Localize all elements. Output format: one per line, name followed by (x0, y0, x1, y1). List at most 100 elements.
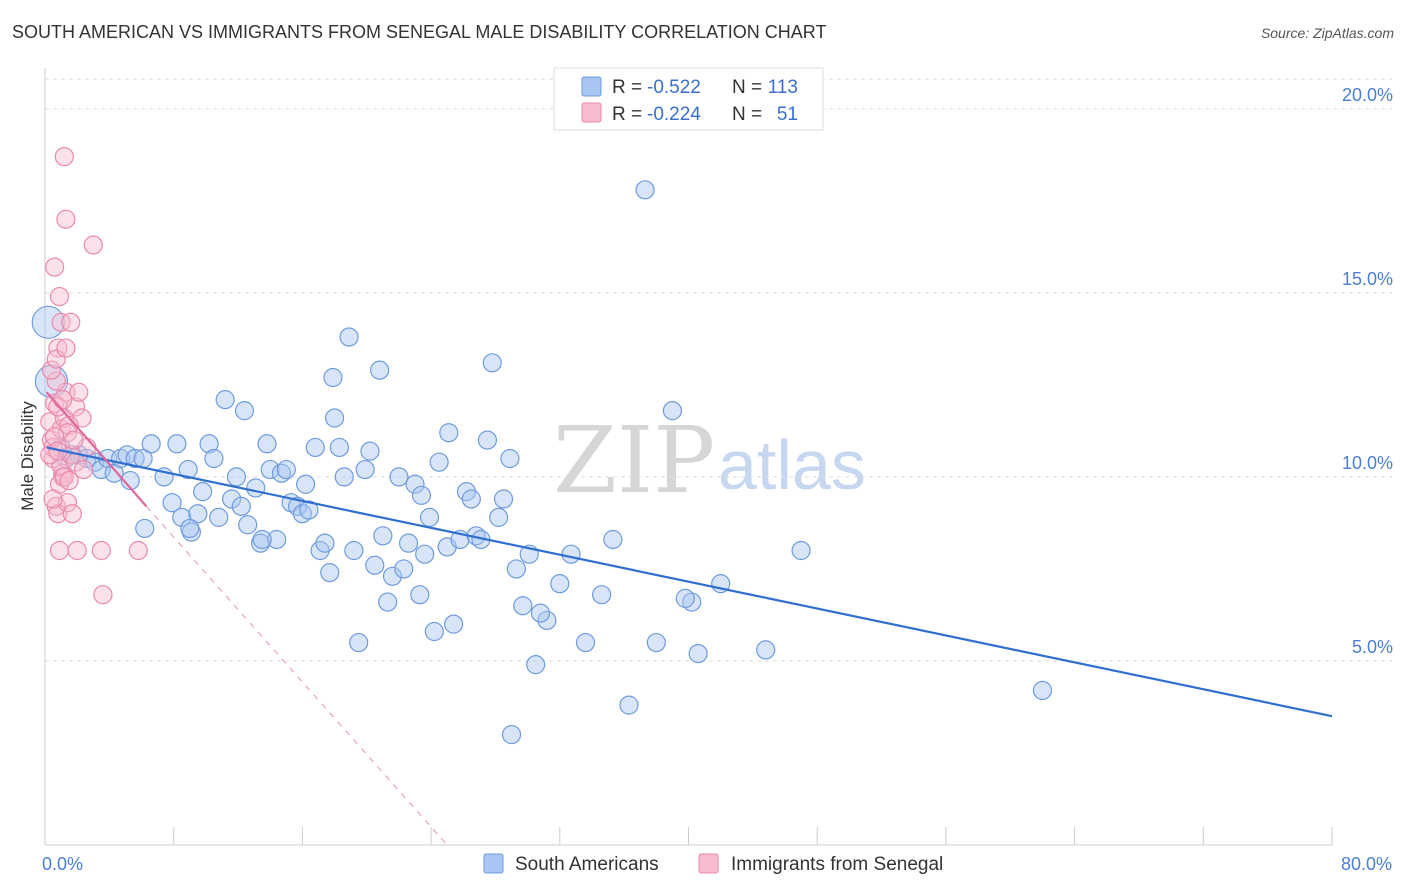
south-americans-point (204, 448, 224, 469)
series-legend-swatch-senegal (698, 853, 719, 874)
trend-lines (45, 391, 1333, 846)
stats-legend-swatch-senegal (581, 102, 602, 123)
south-americans-point (489, 507, 509, 527)
south-americans-point (323, 367, 343, 388)
south-americans-point (513, 596, 533, 616)
south-americans-point (215, 390, 235, 410)
x-tick-labels: 0.0% 80.0% (42, 854, 1392, 874)
south-americans-point (688, 643, 708, 664)
south-americans-point (226, 467, 247, 487)
watermark-atlas: atlas (718, 426, 866, 504)
senegal-point (51, 312, 71, 332)
south-americans-point (193, 482, 213, 502)
senegal-point (53, 390, 73, 410)
senegal-point (69, 382, 89, 402)
south-americans-point (360, 441, 380, 461)
south-americans-point (324, 408, 345, 428)
south-americans-point (756, 640, 776, 660)
south-americans-point (252, 529, 272, 550)
south-americans-point (135, 518, 155, 539)
x-tick-label: 0.0% (42, 854, 83, 874)
south-americans-point (188, 504, 208, 524)
south-americans-point (339, 327, 359, 347)
stats-legend-r-value: -0.522 (647, 77, 701, 98)
series-legend: South Americans Immigrants from Senegal (483, 853, 943, 875)
south-americans-point (344, 540, 364, 561)
south-americans-point (349, 632, 369, 653)
stats-legend-n-value: 113 (768, 77, 798, 98)
south-americans-point (550, 574, 570, 594)
south-americans-point (162, 493, 182, 513)
senegal-point (45, 426, 65, 447)
scatter-points (31, 147, 1053, 745)
south-americans-point (526, 655, 546, 675)
south-americans-point (561, 544, 581, 564)
senegal-trend-extension (145, 505, 448, 846)
stats-legend-n-label: N = (732, 77, 762, 98)
stats-legend-swatch-south-americans (581, 76, 602, 97)
senegal-point (49, 286, 70, 307)
south-americans-point (398, 533, 419, 553)
south-americans-point (405, 474, 425, 494)
south-americans-point (299, 500, 319, 520)
senegal-point (54, 147, 74, 167)
senegal-point (64, 430, 84, 450)
senegal-point (83, 235, 103, 255)
south-americans-point (419, 507, 440, 527)
stats-legend-n-value: 51 (777, 104, 798, 125)
south-americans-point (378, 592, 398, 612)
axes (44, 68, 1333, 846)
series-legend-label: South Americans (515, 854, 659, 875)
south-americans-point (389, 467, 409, 487)
south-americans-point (373, 526, 393, 546)
south-americans-point (411, 485, 432, 505)
south-americans-point (125, 448, 145, 469)
stats-legend-r-label: R = (612, 104, 642, 125)
south-americans-point (172, 507, 192, 527)
south-americans-point (592, 585, 612, 605)
south-americans-point (500, 448, 520, 469)
south-americans-point (382, 566, 403, 586)
y-tick-label: 20.0% (1342, 85, 1393, 105)
senegal-point (62, 504, 82, 524)
chart-title: SOUTH AMERICAN VS IMMIGRANTS FROM SENEGA… (12, 22, 826, 42)
south-americans-point (222, 489, 242, 509)
south-americans-point (444, 614, 464, 634)
senegal-point (48, 504, 68, 524)
watermark-zip: ZIP (553, 407, 715, 514)
watermark: ZIP atlas (553, 407, 866, 514)
south-americans-point (305, 437, 325, 458)
stats-legend-r-label: R = (612, 77, 642, 98)
senegal-point (74, 459, 94, 480)
senegal-point (93, 585, 113, 605)
south-americans-point (619, 695, 639, 715)
south-americans-point (530, 603, 551, 623)
south-americans-point (394, 559, 414, 579)
south-americans-point (141, 434, 161, 454)
senegal-point (56, 209, 76, 229)
south-americans-point (209, 507, 229, 527)
south-americans-point (167, 434, 187, 454)
south-americans-point (482, 353, 502, 373)
south-americans-point (493, 489, 514, 509)
south-americans-point (424, 621, 444, 642)
senegal-point (46, 349, 66, 369)
south-americans-point (365, 555, 385, 575)
south-americans-point (415, 544, 435, 564)
senegal-point (46, 371, 66, 391)
senegal-point (43, 489, 63, 509)
stats-legend: R = -0.522 N = 113 R = -0.224 N = 51 (553, 67, 824, 131)
south-americans-point (439, 423, 459, 443)
south-americans-point (370, 360, 390, 380)
south-americans-point (234, 401, 255, 421)
south-americans-point (238, 515, 258, 535)
south-americans-point (477, 430, 498, 450)
south-americans-point (537, 610, 557, 631)
south-americans-point (267, 529, 287, 550)
south-americans-point (429, 452, 449, 472)
series-legend-swatch-south-americans (483, 853, 504, 874)
south-americans-point (355, 459, 375, 480)
source-label: Source: ZipAtlas.com (1261, 25, 1394, 41)
south-americans-point (682, 592, 702, 612)
